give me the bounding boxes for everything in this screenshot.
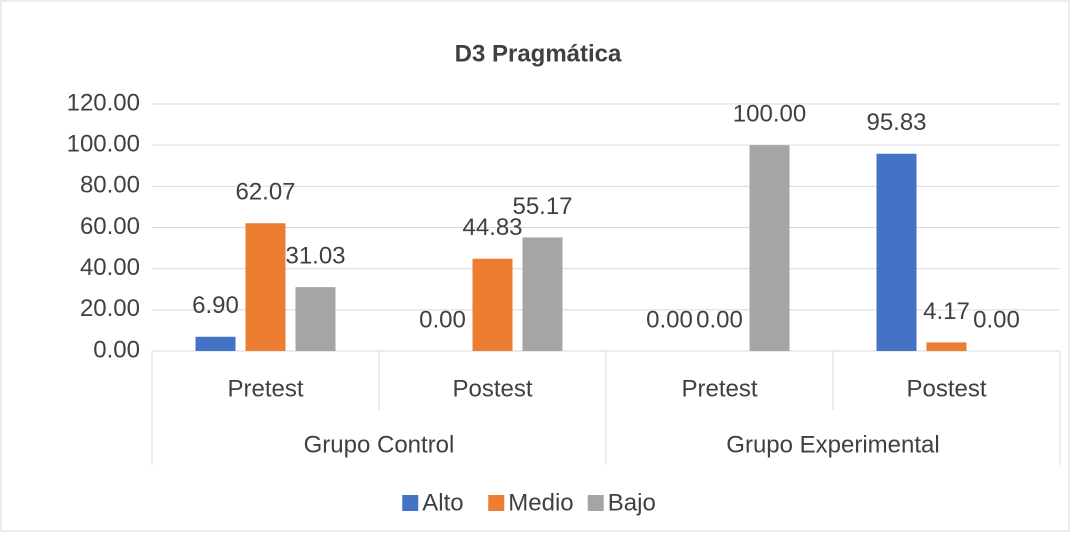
group-label: Grupo Control xyxy=(304,431,455,458)
legend-swatch xyxy=(488,495,505,511)
data-label: 0.00 xyxy=(696,306,743,333)
y-tick-label: 100.00 xyxy=(67,131,140,158)
legend-label: Alto xyxy=(422,489,463,516)
bar xyxy=(522,237,563,351)
data-label: 6.90 xyxy=(192,292,239,319)
legend-label: Medio xyxy=(508,489,573,516)
y-tick-label: 0.00 xyxy=(93,336,140,363)
bar xyxy=(245,223,286,351)
data-label: 0.00 xyxy=(973,306,1020,333)
y-tick-label: 20.00 xyxy=(80,295,140,322)
bar xyxy=(749,145,790,351)
data-label: 31.03 xyxy=(285,242,345,269)
legend-swatch xyxy=(402,495,419,511)
data-label: 62.07 xyxy=(235,179,295,206)
bar xyxy=(472,258,513,351)
x-tick-label: Pretest xyxy=(227,375,303,402)
bar xyxy=(195,336,236,351)
data-label: 55.17 xyxy=(512,193,572,220)
y-tick-label: 60.00 xyxy=(80,213,140,240)
data-label: 44.83 xyxy=(462,214,522,241)
legend-swatch xyxy=(587,495,604,511)
x-tick-label: Postest xyxy=(452,375,532,402)
y-tick-label: 40.00 xyxy=(80,254,140,281)
group-label: Grupo Experimental xyxy=(726,431,939,458)
x-tick-label: Postest xyxy=(906,375,986,402)
x-tick-label: Pretest xyxy=(681,375,757,402)
bar xyxy=(295,287,336,351)
bar xyxy=(926,342,967,351)
data-label: 0.00 xyxy=(419,306,466,333)
data-label: 95.83 xyxy=(866,109,926,136)
y-tick-label: 120.00 xyxy=(67,89,140,116)
y-tick-label: 80.00 xyxy=(80,172,140,199)
data-label: 0.00 xyxy=(646,306,693,333)
legend-label: Bajo xyxy=(608,489,656,516)
chart-title: D3 Pragmática xyxy=(455,40,622,67)
bar xyxy=(876,153,917,351)
data-label: 4.17 xyxy=(923,298,970,325)
data-label: 100.00 xyxy=(733,101,806,128)
